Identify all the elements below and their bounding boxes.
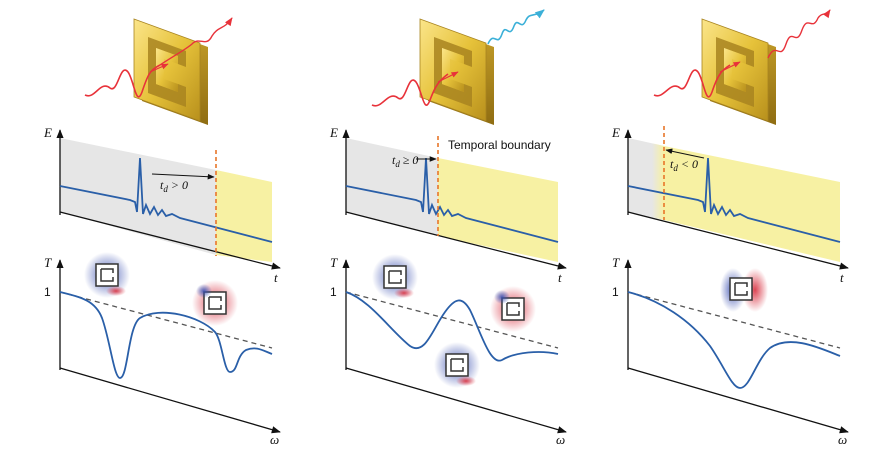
resonator-icon — [419, 18, 494, 125]
td-annotation: td < 0 — [670, 157, 698, 173]
transmission-axis-label: T — [44, 255, 52, 270]
gray-region — [346, 138, 438, 236]
e-axis-label: E — [611, 125, 620, 140]
e-axis-label: E — [329, 125, 338, 140]
mode-icon-mixed — [434, 342, 480, 388]
transmission-curve — [627, 291, 841, 389]
mode-icon-blue — [372, 254, 418, 300]
t-axis-label: t — [558, 270, 562, 285]
mode-icon-blue — [84, 252, 130, 298]
incident-wave — [653, 64, 731, 98]
one-tick-label: 1 — [330, 285, 337, 299]
resonator-icon — [133, 18, 208, 125]
transmitted-wave — [159, 17, 233, 66]
incident-wave — [371, 73, 449, 107]
e-axis-label: E — [43, 125, 52, 140]
emitted-wave — [487, 9, 545, 45]
transmitted-wave — [767, 9, 831, 59]
internal-arrow — [149, 63, 169, 73]
yellow-region — [664, 146, 840, 262]
t-axis — [59, 211, 281, 270]
panel-middle: E t Temporal boundary td ≥ 0 T ω 1 — [329, 9, 567, 447]
panel-left: E t td > 0 T ω 1 — [43, 17, 281, 447]
t-axis — [345, 211, 567, 270]
t-axis — [627, 211, 849, 270]
t-axis-label: t — [840, 270, 844, 285]
mode-icon-red — [192, 280, 238, 326]
yellow-region — [216, 170, 272, 262]
omega-axis-label: ω — [270, 432, 279, 447]
signal-trace — [627, 157, 841, 243]
td-arrow — [151, 173, 215, 180]
omega-axis — [59, 367, 281, 434]
transmission-axis-label: T — [330, 255, 338, 270]
baseline-dashed — [59, 291, 273, 349]
temporal-boundary-label: Temporal boundary — [448, 138, 551, 152]
td-annotation: td > 0 — [160, 178, 188, 194]
baseline-dashed — [627, 291, 841, 349]
yellow-region — [438, 158, 558, 262]
omega-axis-label: ω — [838, 432, 847, 447]
transmission-axis-label: T — [612, 255, 620, 270]
omega-axis-label: ω — [556, 432, 565, 447]
mode-icon-red — [490, 286, 536, 332]
one-tick-label: 1 — [44, 285, 51, 299]
td-annotation: td ≥ 0 — [392, 153, 418, 169]
one-tick-label: 1 — [612, 285, 619, 299]
mode-icon-split — [720, 268, 768, 312]
signal-trace — [345, 157, 559, 243]
omega-axis — [627, 367, 849, 434]
internal-arrow — [719, 61, 741, 73]
td-arrow — [665, 148, 705, 159]
incident-wave — [84, 64, 161, 98]
transmission-curve — [59, 291, 273, 379]
panel-right: E t td < 0 T ω 1 — [611, 9, 849, 447]
resonator-icon — [701, 18, 776, 125]
signal-trace — [59, 157, 273, 243]
internal-arrow — [437, 71, 459, 83]
transmission-curve — [345, 291, 559, 362]
boundary-fade — [652, 143, 664, 220]
t-axis-label: t — [274, 270, 278, 285]
omega-axis — [345, 367, 567, 434]
baseline-dashed — [345, 291, 559, 349]
